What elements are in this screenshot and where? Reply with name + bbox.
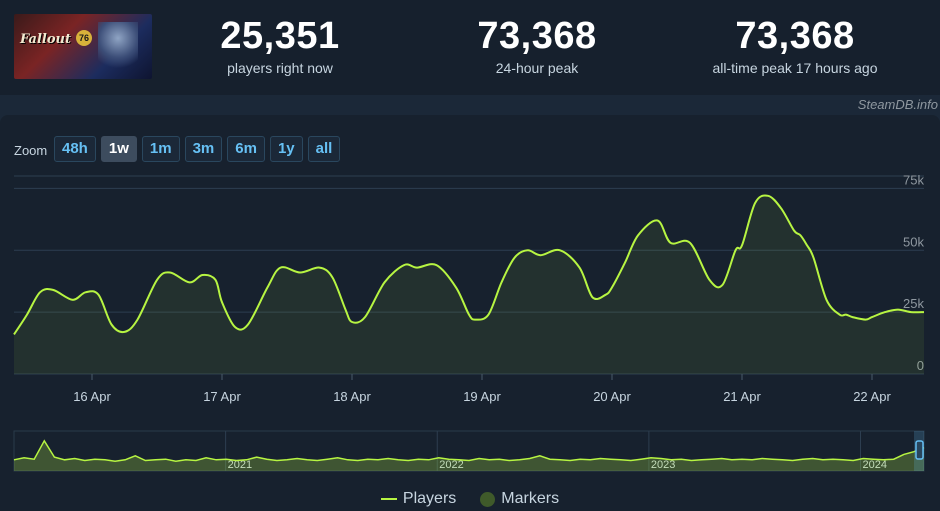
- x-tick-label: 18 Apr: [333, 389, 371, 404]
- navigator-year-label: 2021: [228, 459, 252, 471]
- x-tick-label: 19 Apr: [463, 389, 501, 404]
- zoom-button-6m[interactable]: 6m: [227, 136, 265, 162]
- stat-value: 73,368: [477, 15, 597, 57]
- line-swatch-icon: [380, 498, 397, 500]
- zoom-button-48h[interactable]: 48h: [54, 136, 96, 162]
- legend-label: Players: [402, 490, 457, 507]
- x-tick-label: 20 Apr: [593, 389, 631, 404]
- navigator-line: [13, 439, 925, 462]
- navigator-year-label: 2022: [439, 459, 463, 471]
- zoom-label: Zoom: [14, 143, 48, 158]
- navigator-range-handle[interactable]: [915, 440, 924, 460]
- legend-item-players[interactable]: Players: [380, 490, 457, 508]
- stat-value: 25,351: [220, 15, 340, 57]
- x-tick-label: 21 Apr: [723, 389, 761, 404]
- navigator-frame: [13, 430, 925, 472]
- stat-all-time-peak: 73,368 all-time peak 17 hours ago: [680, 14, 910, 76]
- stat-label: players right now: [227, 60, 333, 76]
- stat-label: 24-hour peak: [495, 60, 579, 76]
- zoom-button-1w[interactable]: 1w: [100, 136, 137, 162]
- chart-legend: Players Markers: [0, 488, 940, 510]
- game-logo-text: Fallout: [20, 32, 71, 47]
- game-logo-badge: 76: [76, 30, 92, 46]
- y-tick-label: 50k: [903, 234, 924, 249]
- navigator-year-label: 2023: [651, 459, 675, 471]
- y-tick-label: 0: [917, 358, 924, 373]
- marker-dot-icon: [480, 491, 496, 507]
- x-tick-label: 22 Apr: [853, 389, 891, 404]
- zoom-button-1y[interactable]: 1y: [269, 136, 303, 162]
- stats-bar: Fallout 76 25,351 players right now 73,3…: [0, 0, 940, 95]
- y-tick-label: 75k: [903, 172, 924, 187]
- steamdb-credit[interactable]: SteamDB.info: [857, 97, 938, 112]
- legend-label: Markers: [501, 490, 560, 507]
- stat-label: all-time peak 17 hours ago: [712, 60, 878, 76]
- zoom-button-3m[interactable]: 3m: [184, 136, 223, 162]
- zoom-button-all[interactable]: all: [307, 136, 341, 162]
- stat-24h-peak: 73,368 24-hour peak: [437, 14, 637, 76]
- stat-value: 73,368: [735, 15, 855, 57]
- power-armor-figure-icon: [98, 22, 138, 76]
- zoom-buttons: 48h 1w 1m 3m 6m 1y all: [54, 136, 341, 162]
- game-logo[interactable]: Fallout 76: [14, 14, 152, 79]
- players-line: [13, 194, 925, 335]
- players-area: [14, 195, 924, 374]
- legend-item-markers[interactable]: Markers: [480, 490, 559, 508]
- x-tick-label: 17 Apr: [203, 389, 241, 404]
- navigator-area: [14, 440, 924, 471]
- navigator-year-label: 2024: [863, 459, 887, 471]
- zoom-button-1m[interactable]: 1m: [141, 136, 180, 162]
- navigator-selection: [914, 431, 924, 471]
- y-tick-label: 25k: [903, 296, 924, 311]
- x-tick-label: 16 Apr: [73, 389, 111, 404]
- stat-players-now: 25,351 players right now: [180, 14, 380, 76]
